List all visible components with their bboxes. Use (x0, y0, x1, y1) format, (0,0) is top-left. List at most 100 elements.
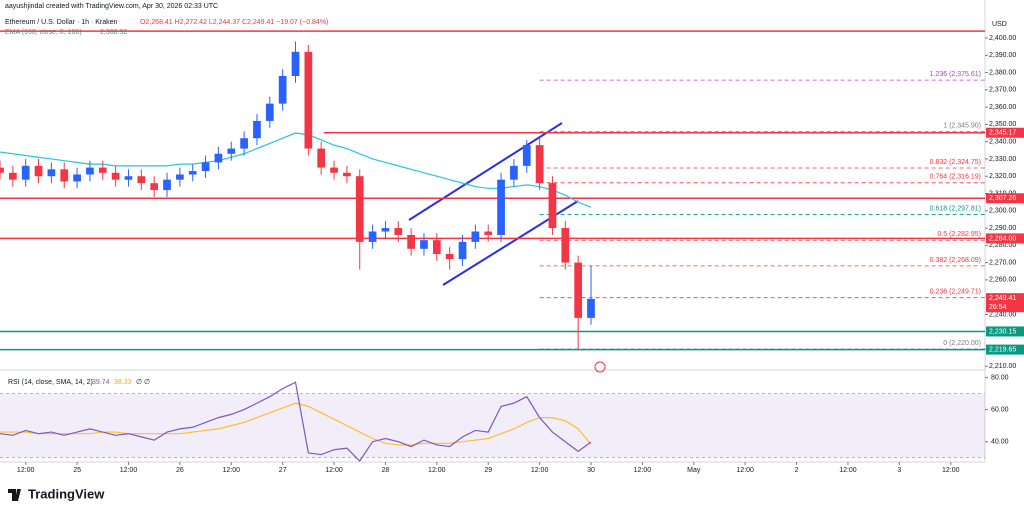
rsi-value: 39.74 (92, 379, 110, 386)
candle-body (368, 231, 377, 242)
candle-body (522, 145, 531, 166)
candle-body (8, 172, 17, 180)
fib-label: 0 (2,220.00) (943, 340, 981, 347)
candle-body (432, 240, 441, 254)
candle-body (548, 183, 557, 229)
x-tick-label: 12:00 (839, 467, 857, 474)
candle-body (176, 174, 184, 180)
y-tick-label: 2,360.00 (989, 104, 1016, 111)
x-tick-label: 26 (176, 467, 184, 474)
event-marker (594, 361, 606, 373)
fib-label: 0.764 (2,316.19) (930, 174, 981, 181)
candle-body (587, 298, 595, 318)
brand: TradingView (28, 486, 105, 501)
candle-body (355, 176, 364, 242)
level-badge (986, 127, 1024, 138)
candle-body (265, 103, 274, 121)
level-badge-label: 2,345.17 (989, 130, 1016, 137)
x-tick-label: 12:00 (428, 467, 446, 474)
x-tick-label: 12:00 (120, 467, 138, 474)
y-tick-label: 2,330.00 (989, 156, 1016, 163)
candle-body (535, 145, 544, 184)
rsi-tick-label: 40.00 (991, 439, 1009, 446)
rsi-ma-line (0, 402, 592, 446)
level-badge-label: 2,230.15 (989, 328, 1016, 335)
fib-label: 1 (2,345.90) (943, 122, 981, 129)
candle-body (137, 176, 146, 184)
fib-label: 0.5 (2,282.95) (937, 231, 981, 238)
x-tick-label: 12:00 (17, 467, 35, 474)
x-tick-label: 12:00 (736, 467, 754, 474)
level-badge-label: 2,284.00 (989, 235, 1016, 242)
y-tick-label: 2,290.00 (989, 225, 1016, 232)
ema-value: 2,300.92 (100, 29, 127, 36)
brand-logo (8, 489, 21, 501)
y-tick-label: 2,400.00 (989, 35, 1016, 42)
x-tick-label: 12:00 (222, 467, 240, 474)
rsi-ma-value: 38.33 (114, 379, 132, 386)
fib-label: 1.236 (2,375.61) (930, 71, 981, 78)
y-tick-label: 2,350.00 (989, 121, 1016, 128)
fib-label: 0.382 (2,268.09) (930, 257, 981, 264)
candle-body (60, 169, 69, 182)
x-tick-label: 27 (279, 467, 287, 474)
y-tick-label: 2,210.00 (989, 363, 1016, 370)
level-badge (986, 233, 1024, 244)
x-tick-label: 3 (897, 467, 901, 474)
level-badge-label: 2,307.26 (989, 195, 1016, 202)
candle-body (510, 165, 518, 180)
candle-body (111, 172, 120, 180)
fib-label: 0.832 (2,324.75) (930, 159, 981, 166)
x-tick-label: 25 (73, 467, 81, 474)
x-tick-label: 28 (382, 467, 390, 474)
x-tick-label: May (687, 467, 701, 474)
x-tick-label: 12:00 (634, 467, 652, 474)
rsi-extra: ∅ ∅ (136, 379, 150, 386)
candle-body (227, 148, 236, 154)
x-tick-label: 12:00 (325, 467, 343, 474)
candle-body (0, 167, 4, 173)
channel-upper (408, 122, 563, 221)
y-tick-label: 2,390.00 (989, 52, 1016, 59)
y-tick-label: 2,260.00 (989, 277, 1016, 284)
level-badge (986, 344, 1024, 355)
candle-body (484, 231, 493, 235)
candle-body (278, 76, 287, 104)
fib-label: 0.618 (2,297.81) (930, 205, 981, 212)
candle-body (73, 174, 81, 182)
level-badge (986, 193, 1024, 204)
y-tick-label: 2,280.00 (989, 242, 1016, 249)
y-tick-label: 2,380.00 (989, 69, 1016, 76)
ema-label: EMA (100, close, 0, 100) (5, 29, 82, 36)
x-tick-label: 29 (484, 467, 492, 474)
candle-body (343, 172, 351, 177)
current-price-badge (986, 293, 1024, 313)
rsi-tick-label: 80.00 (991, 374, 1009, 381)
candle-body (240, 138, 248, 149)
rsi-tick-label: 60.00 (991, 406, 1009, 413)
candle-body (381, 228, 390, 232)
y-tick-label: 2,340.00 (989, 139, 1016, 146)
candle-body (407, 234, 415, 249)
candle-body (98, 167, 107, 173)
rsi-label: RSI (14, close, SMA, 14, 2) (8, 379, 93, 386)
rsi-line (0, 381, 592, 462)
candle-body (574, 262, 583, 318)
level-badge-label: 2,219.65 (989, 346, 1016, 353)
candle-body (394, 228, 403, 235)
countdown-label: 26:54 (989, 304, 1007, 311)
candle-body (34, 165, 43, 177)
symbol: Ethereum / U.S. Dollar · 1h · Kraken (5, 19, 118, 26)
candle-body (188, 171, 197, 175)
x-tick-label: 2 (795, 467, 799, 474)
x-tick-label: 30 (587, 467, 595, 474)
rsi-band (0, 393, 985, 458)
candle-body (214, 153, 223, 163)
y-tick-label: 2,270.00 (989, 259, 1016, 266)
candle-body (317, 148, 326, 168)
candle-body (445, 253, 454, 260)
ema-line (0, 132, 592, 208)
